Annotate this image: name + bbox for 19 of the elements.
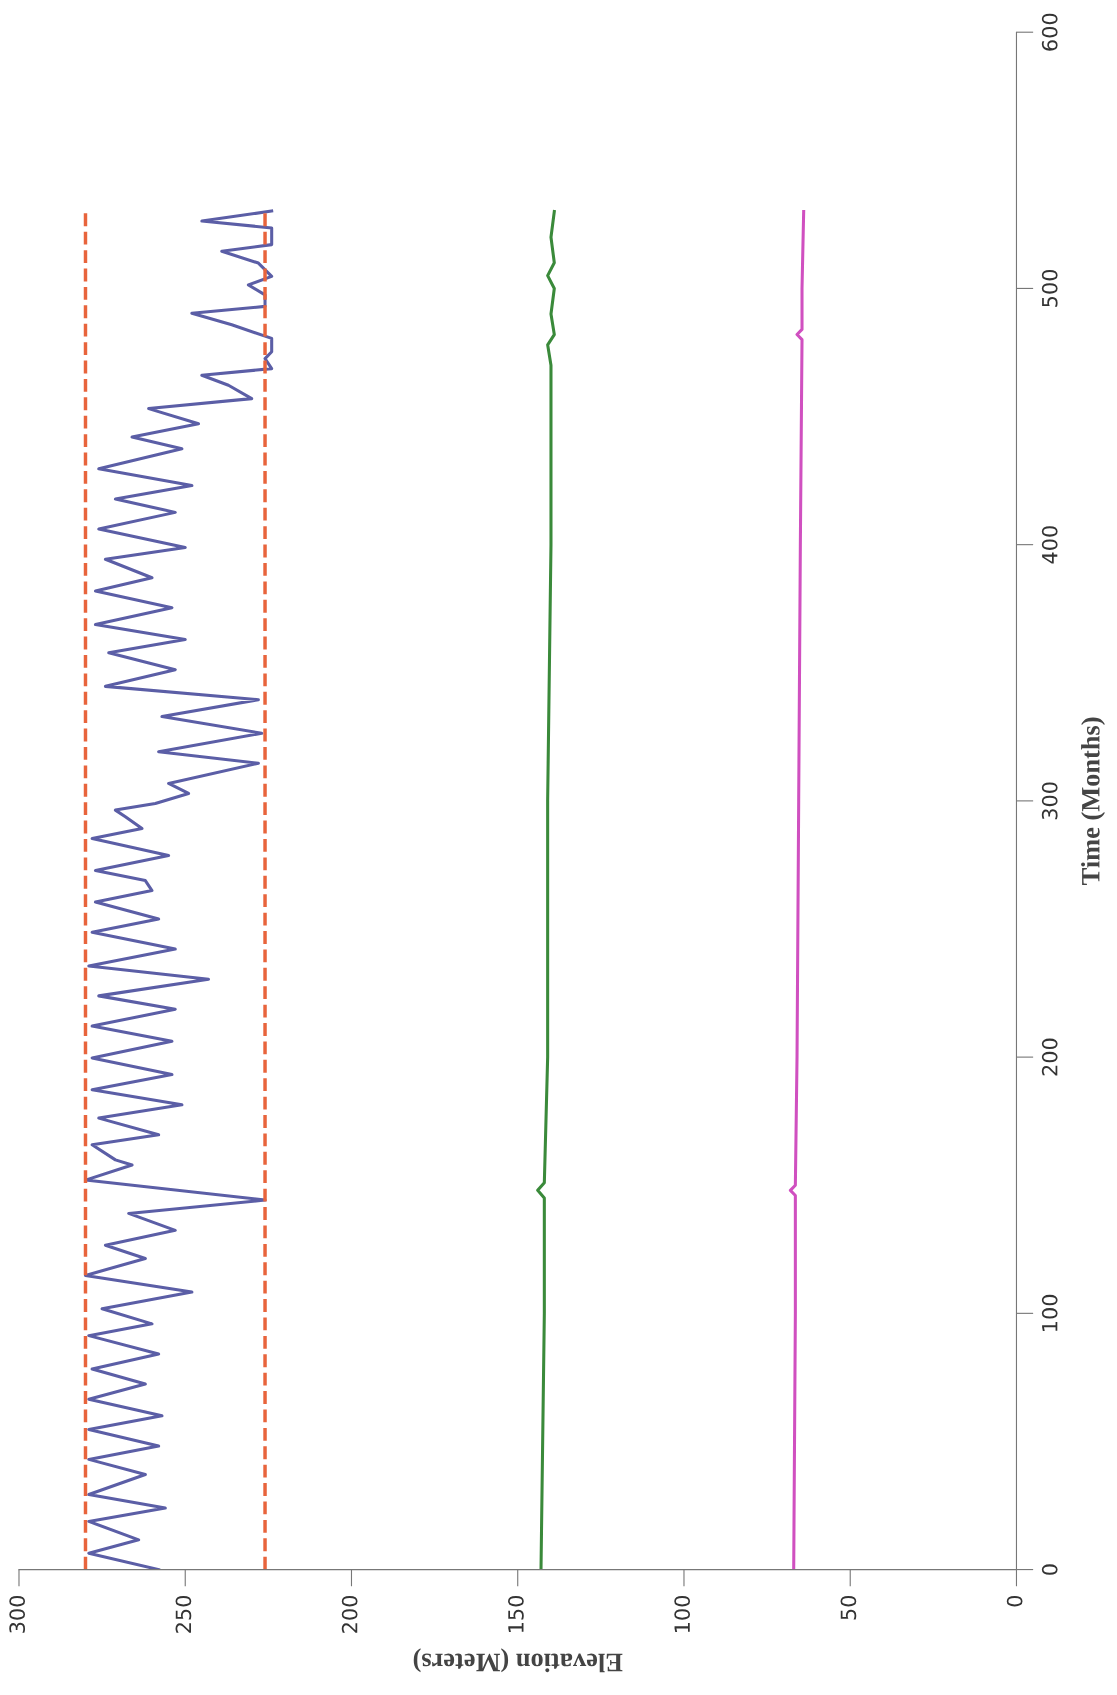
x-tick-label: 100 [674, 1595, 691, 1633]
x-tick-label: 0 [1006, 1595, 1023, 1607]
x-tick-label: 250 [175, 1595, 192, 1633]
line-series [788, 210, 806, 1570]
y-tick-label: 500 [1041, 269, 1058, 307]
x-tick-label: 50 [840, 1595, 857, 1620]
y-tick-label: 300 [1041, 782, 1058, 820]
x-axis-title: Elevation (Meters) [413, 1648, 623, 1673]
y-tick-label: 0 [1041, 1564, 1058, 1575]
line-series [536, 210, 556, 1570]
y-tick-label: 400 [1041, 526, 1058, 564]
y-tick-label: 600 [1041, 13, 1058, 51]
y-axis-title: Time (Months) [1081, 717, 1106, 885]
line-series [83, 209, 274, 1570]
y-tick-label: 200 [1041, 1038, 1058, 1076]
x-tick-label: 300 [9, 1595, 26, 1633]
y-tick-label: 100 [1041, 1294, 1058, 1331]
x-tick-label: 150 [508, 1595, 524, 1633]
x-tick-label: 200 [341, 1595, 358, 1633]
